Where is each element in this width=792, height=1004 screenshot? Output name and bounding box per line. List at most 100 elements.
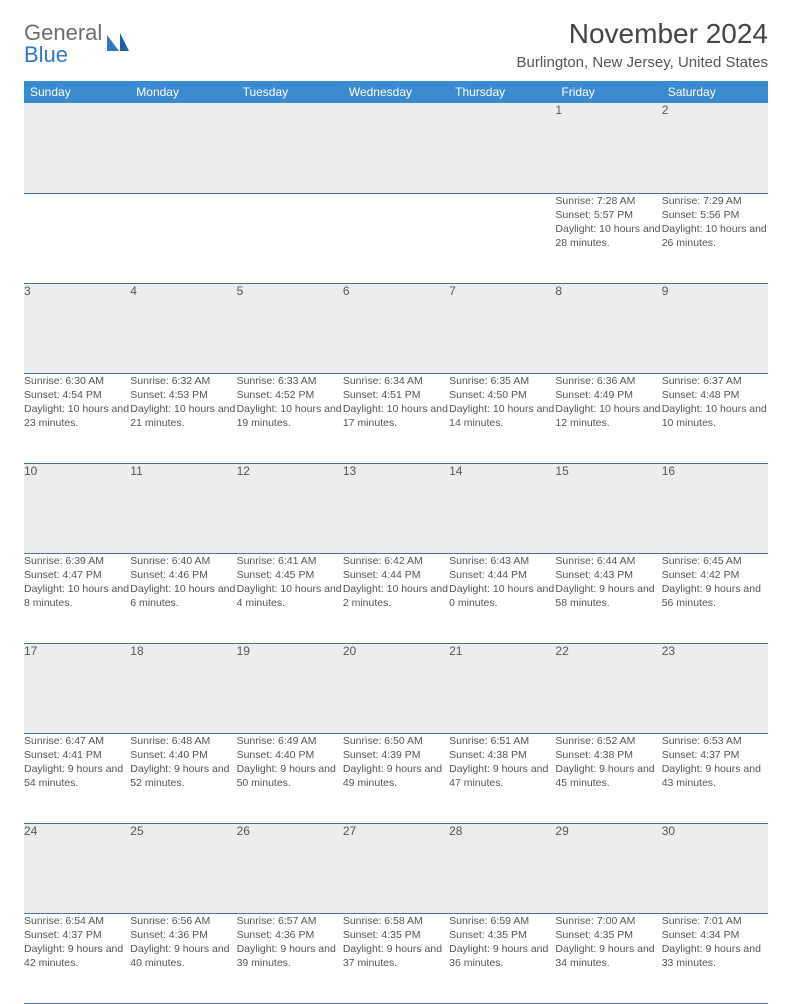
daylight-line: Daylight: 10 hours and 6 minutes. (130, 582, 236, 610)
sunrise-line: Sunrise: 6:37 AM (662, 374, 768, 388)
day-cell (24, 193, 130, 283)
day-cell: Sunrise: 7:01 AMSunset: 4:34 PMDaylight:… (662, 913, 768, 1003)
day-number: 8 (555, 283, 661, 373)
day-cell: Sunrise: 6:49 AMSunset: 4:40 PMDaylight:… (237, 733, 343, 823)
sunrise-line: Sunrise: 6:41 AM (237, 554, 343, 568)
calendar-table: Sunday Monday Tuesday Wednesday Thursday… (24, 81, 768, 1004)
daylight-line: Daylight: 9 hours and 37 minutes. (343, 942, 449, 970)
sunrise-line: Sunrise: 6:34 AM (343, 374, 449, 388)
day-number-row: 12 (24, 103, 768, 193)
weekday-header-row: Sunday Monday Tuesday Wednesday Thursday… (24, 81, 768, 103)
sunset-line: Sunset: 4:45 PM (237, 568, 343, 582)
day-content-row: Sunrise: 7:28 AMSunset: 5:57 PMDaylight:… (24, 193, 768, 283)
sunrise-line: Sunrise: 7:28 AM (555, 194, 661, 208)
logo: General Blue (24, 22, 131, 66)
sunset-line: Sunset: 4:46 PM (130, 568, 236, 582)
day-cell: Sunrise: 6:45 AMSunset: 4:42 PMDaylight:… (662, 553, 768, 643)
day-cell: Sunrise: 6:37 AMSunset: 4:48 PMDaylight:… (662, 373, 768, 463)
sunset-line: Sunset: 4:36 PM (237, 928, 343, 942)
day-cell: Sunrise: 6:47 AMSunset: 4:41 PMDaylight:… (24, 733, 130, 823)
sunrise-line: Sunrise: 6:45 AM (662, 554, 768, 568)
day-cell: Sunrise: 6:32 AMSunset: 4:53 PMDaylight:… (130, 373, 236, 463)
day-number: 23 (662, 643, 768, 733)
weekday-header: Monday (130, 81, 236, 103)
daylight-line: Daylight: 10 hours and 21 minutes. (130, 402, 236, 430)
day-cell: Sunrise: 7:28 AMSunset: 5:57 PMDaylight:… (555, 193, 661, 283)
sunrise-line: Sunrise: 6:40 AM (130, 554, 236, 568)
day-content-row: Sunrise: 6:47 AMSunset: 4:41 PMDaylight:… (24, 733, 768, 823)
day-number (237, 103, 343, 193)
day-cell: Sunrise: 6:35 AMSunset: 4:50 PMDaylight:… (449, 373, 555, 463)
day-number: 24 (24, 823, 130, 913)
sunset-line: Sunset: 4:51 PM (343, 388, 449, 402)
sunset-line: Sunset: 5:57 PM (555, 208, 661, 222)
sunrise-line: Sunrise: 6:30 AM (24, 374, 130, 388)
day-cell: Sunrise: 6:52 AMSunset: 4:38 PMDaylight:… (555, 733, 661, 823)
day-number: 21 (449, 643, 555, 733)
day-cell: Sunrise: 6:56 AMSunset: 4:36 PMDaylight:… (130, 913, 236, 1003)
sunrise-line: Sunrise: 6:50 AM (343, 734, 449, 748)
day-cell: Sunrise: 6:57 AMSunset: 4:36 PMDaylight:… (237, 913, 343, 1003)
sunset-line: Sunset: 4:54 PM (24, 388, 130, 402)
daylight-line: Daylight: 10 hours and 17 minutes. (343, 402, 449, 430)
day-number: 9 (662, 283, 768, 373)
sunset-line: Sunset: 4:40 PM (130, 748, 236, 762)
day-cell: Sunrise: 7:00 AMSunset: 4:35 PMDaylight:… (555, 913, 661, 1003)
day-cell: Sunrise: 6:33 AMSunset: 4:52 PMDaylight:… (237, 373, 343, 463)
sunset-line: Sunset: 5:56 PM (662, 208, 768, 222)
day-number: 14 (449, 463, 555, 553)
day-cell: Sunrise: 6:42 AMSunset: 4:44 PMDaylight:… (343, 553, 449, 643)
day-cell: Sunrise: 6:54 AMSunset: 4:37 PMDaylight:… (24, 913, 130, 1003)
day-number-row: 3456789 (24, 283, 768, 373)
day-cell: Sunrise: 6:59 AMSunset: 4:35 PMDaylight:… (449, 913, 555, 1003)
sunset-line: Sunset: 4:47 PM (24, 568, 130, 582)
day-number: 28 (449, 823, 555, 913)
day-number: 17 (24, 643, 130, 733)
sunrise-line: Sunrise: 6:32 AM (130, 374, 236, 388)
daylight-line: Daylight: 10 hours and 12 minutes. (555, 402, 661, 430)
sunset-line: Sunset: 4:40 PM (237, 748, 343, 762)
daylight-line: Daylight: 10 hours and 19 minutes. (237, 402, 343, 430)
day-cell: Sunrise: 6:43 AMSunset: 4:44 PMDaylight:… (449, 553, 555, 643)
daylight-line: Daylight: 9 hours and 34 minutes. (555, 942, 661, 970)
daylight-line: Daylight: 9 hours and 52 minutes. (130, 762, 236, 790)
sunset-line: Sunset: 4:48 PM (662, 388, 768, 402)
daylight-line: Daylight: 10 hours and 0 minutes. (449, 582, 555, 610)
sunrise-line: Sunrise: 6:35 AM (449, 374, 555, 388)
day-cell: Sunrise: 6:34 AMSunset: 4:51 PMDaylight:… (343, 373, 449, 463)
sunset-line: Sunset: 4:35 PM (449, 928, 555, 942)
sunset-line: Sunset: 4:37 PM (24, 928, 130, 942)
day-cell: Sunrise: 6:48 AMSunset: 4:40 PMDaylight:… (130, 733, 236, 823)
logo-sail-icon (105, 31, 131, 57)
daylight-line: Daylight: 9 hours and 36 minutes. (449, 942, 555, 970)
daylight-line: Daylight: 10 hours and 10 minutes. (662, 402, 768, 430)
sunrise-line: Sunrise: 6:58 AM (343, 914, 449, 928)
day-number: 7 (449, 283, 555, 373)
day-number-row: 17181920212223 (24, 643, 768, 733)
sunset-line: Sunset: 4:49 PM (555, 388, 661, 402)
weekday-header: Friday (555, 81, 661, 103)
sunrise-line: Sunrise: 6:43 AM (449, 554, 555, 568)
sunset-line: Sunset: 4:35 PM (555, 928, 661, 942)
day-cell: Sunrise: 6:58 AMSunset: 4:35 PMDaylight:… (343, 913, 449, 1003)
sunset-line: Sunset: 4:44 PM (449, 568, 555, 582)
sunset-line: Sunset: 4:39 PM (343, 748, 449, 762)
daylight-line: Daylight: 9 hours and 39 minutes. (237, 942, 343, 970)
sunrise-line: Sunrise: 6:48 AM (130, 734, 236, 748)
daylight-line: Daylight: 9 hours and 45 minutes. (555, 762, 661, 790)
sunrise-line: Sunrise: 6:51 AM (449, 734, 555, 748)
sunset-line: Sunset: 4:38 PM (449, 748, 555, 762)
sunset-line: Sunset: 4:50 PM (449, 388, 555, 402)
header: General Blue November 2024 Burlington, N… (24, 18, 768, 71)
daylight-line: Daylight: 9 hours and 58 minutes. (555, 582, 661, 610)
day-number (449, 103, 555, 193)
sunset-line: Sunset: 4:43 PM (555, 568, 661, 582)
day-cell: Sunrise: 6:51 AMSunset: 4:38 PMDaylight:… (449, 733, 555, 823)
day-cell: Sunrise: 6:39 AMSunset: 4:47 PMDaylight:… (24, 553, 130, 643)
day-number (130, 103, 236, 193)
day-number: 19 (237, 643, 343, 733)
sunset-line: Sunset: 4:52 PM (237, 388, 343, 402)
sunrise-line: Sunrise: 6:44 AM (555, 554, 661, 568)
day-number: 3 (24, 283, 130, 373)
daylight-line: Daylight: 10 hours and 28 minutes. (555, 222, 661, 250)
